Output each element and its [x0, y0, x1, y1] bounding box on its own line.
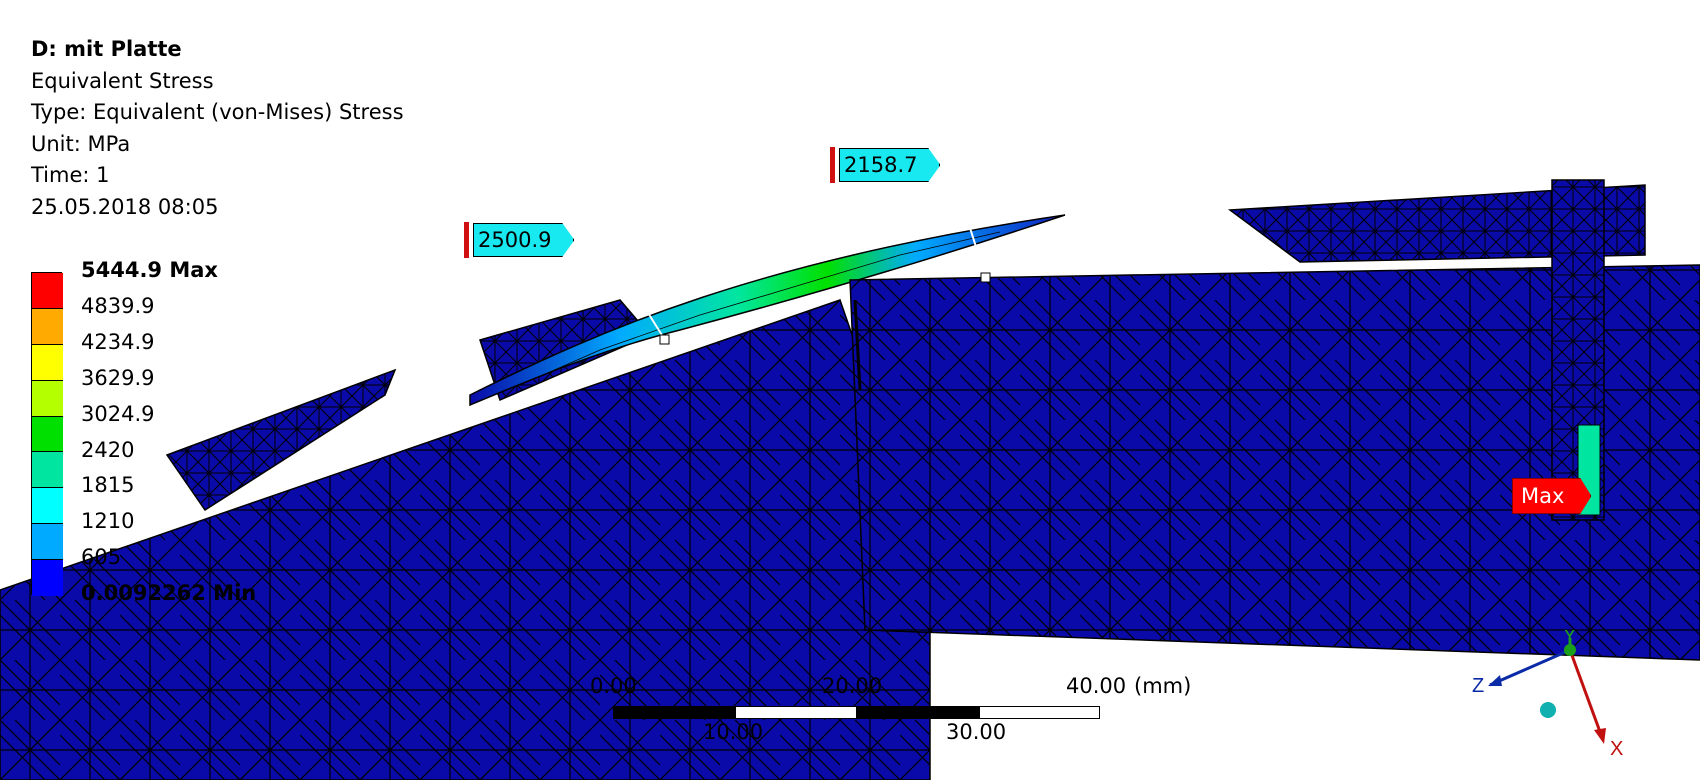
x-axis-line: [1568, 649, 1605, 741]
scale-label: 20.00: [822, 674, 883, 698]
legend-label: 1815: [81, 473, 135, 498]
legend-band: [32, 524, 63, 561]
result-timestamp: 25.05.2018 08:05: [31, 194, 219, 219]
y-axis-label: Y: [1563, 630, 1576, 647]
legend-label-max: 5444.9 Max: [81, 258, 218, 282]
legend-band: [32, 380, 63, 417]
probe-label-1[interactable]: 2500.9: [464, 222, 575, 258]
legend-color-bar: [31, 272, 63, 597]
legend-band: [32, 273, 63, 309]
probe-label-2[interactable]: 2158.7: [830, 147, 941, 183]
scale-segment: [857, 706, 979, 719]
scale-segment: [979, 706, 1100, 719]
result-unit: Unit: MPa: [31, 131, 131, 156]
x-axis-arrow: [1594, 728, 1606, 744]
legend-label: 3024.9: [81, 401, 155, 426]
z-axis-arrow: [1488, 675, 1502, 686]
x-axis-label: X: [1610, 738, 1623, 760]
probe-marker: [830, 147, 835, 183]
probe-marker: [464, 222, 469, 258]
upper-right-flange[interactable]: [1227, 184, 1646, 263]
legend-band: [32, 560, 63, 597]
scale-segment: [613, 706, 735, 719]
right-body[interactable]: [849, 264, 1700, 661]
probe-value: 2158.7: [839, 148, 941, 182]
triad-center-sphere[interactable]: [1540, 702, 1556, 718]
scale-label: 40.00: [1066, 674, 1127, 698]
legend-label: 1210: [81, 509, 135, 534]
left-shell-strip[interactable]: [165, 368, 397, 512]
legend-label-min: 0.0092262 Min: [81, 581, 257, 605]
max-label[interactable]: Max: [1512, 478, 1592, 514]
legend-label: 4839.9: [81, 293, 155, 318]
legend-band: [32, 344, 63, 381]
scale-unit: (mm): [1134, 674, 1192, 698]
result-info-header: D: mit Platte Equivalent Stress Type: Eq…: [31, 34, 404, 223]
result-name: Equivalent Stress: [31, 68, 214, 93]
scale-segment: [735, 706, 857, 719]
legend-band: [32, 416, 63, 453]
legend-label: 605: [81, 545, 122, 570]
probe-value: 2500.9: [473, 223, 575, 257]
axis-triad[interactable]: Y Z X: [1460, 630, 1630, 760]
scale-label: 10.00: [703, 720, 764, 744]
legend-band: [32, 488, 63, 525]
legend-label: 3629.9: [81, 365, 155, 390]
legend-band: [32, 308, 63, 345]
scale-bar: 0.00 20.00 40.00 (mm) 10.00 30.00: [590, 670, 1191, 744]
result-type: Type: Equivalent (von-Mises) Stress: [31, 100, 404, 124]
result-time: Time: 1: [31, 163, 110, 187]
z-axis-label: Z: [1472, 675, 1484, 697]
triad-origin: [1564, 644, 1576, 656]
scale-label: 30.00: [946, 720, 1007, 744]
max-label-text: Max: [1512, 478, 1592, 514]
z-axis-line: [1489, 648, 1571, 687]
legend-band: [32, 452, 63, 489]
analysis-title: D: mit Platte: [31, 37, 182, 61]
scale-label: 0.00: [590, 674, 637, 698]
legend-label: 4234.9: [81, 329, 155, 354]
legend-label: 2420: [81, 437, 135, 462]
lower-left-body[interactable]: [0, 299, 931, 781]
